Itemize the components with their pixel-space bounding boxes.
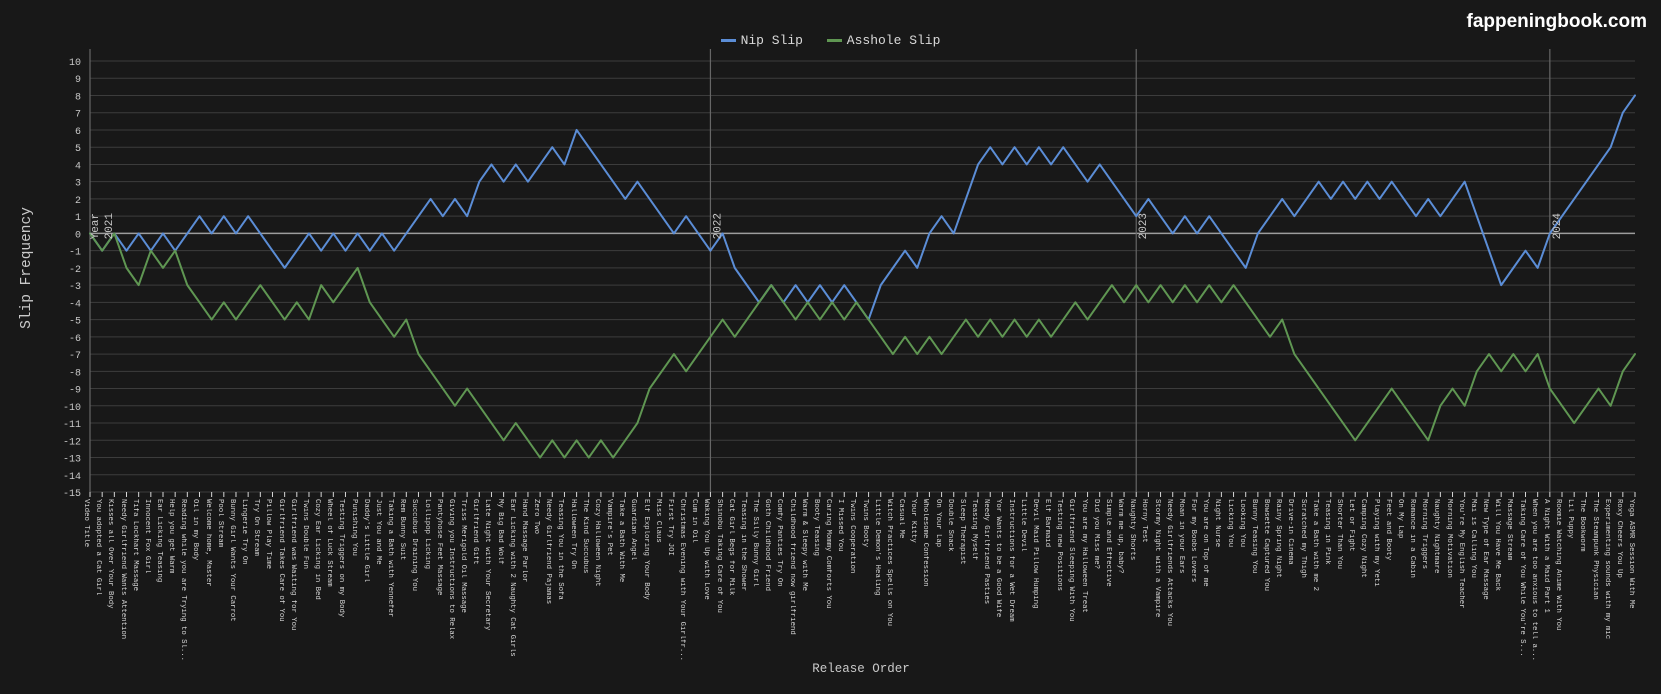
svg-text:-10: -10 <box>63 403 81 414</box>
svg-text:5: 5 <box>75 144 81 155</box>
svg-text:-5: -5 <box>69 317 81 328</box>
svg-text:1: 1 <box>75 213 81 224</box>
svg-text:3: 3 <box>75 179 81 190</box>
svg-text:-1: -1 <box>69 248 81 259</box>
svg-text:-13: -13 <box>63 455 81 466</box>
svg-text:2021: 2021 <box>104 213 116 240</box>
svg-text:2: 2 <box>75 196 81 207</box>
svg-text:-15: -15 <box>63 489 81 500</box>
svg-text:-4: -4 <box>69 299 81 310</box>
svg-text:-12: -12 <box>63 437 81 448</box>
svg-text:-11: -11 <box>63 420 81 431</box>
svg-text:2024: 2024 <box>1552 213 1564 240</box>
svg-text:-6: -6 <box>69 334 81 345</box>
svg-text:-8: -8 <box>69 368 81 379</box>
svg-text:10: 10 <box>69 58 81 69</box>
svg-text:-9: -9 <box>69 386 81 397</box>
svg-text:-7: -7 <box>69 351 81 362</box>
svg-text:2022: 2022 <box>712 213 724 239</box>
svg-text:Year: Year <box>90 213 102 239</box>
svg-text:-3: -3 <box>69 282 81 293</box>
svg-text:0: 0 <box>75 230 81 241</box>
svg-text:-2: -2 <box>69 265 81 276</box>
svg-text:8: 8 <box>75 92 81 103</box>
svg-text:-14: -14 <box>63 472 81 483</box>
svg-text:7: 7 <box>75 110 81 121</box>
svg-text:2023: 2023 <box>1138 213 1150 239</box>
svg-text:4: 4 <box>75 161 81 172</box>
svg-text:6: 6 <box>75 127 81 138</box>
svg-text:9: 9 <box>75 75 81 86</box>
